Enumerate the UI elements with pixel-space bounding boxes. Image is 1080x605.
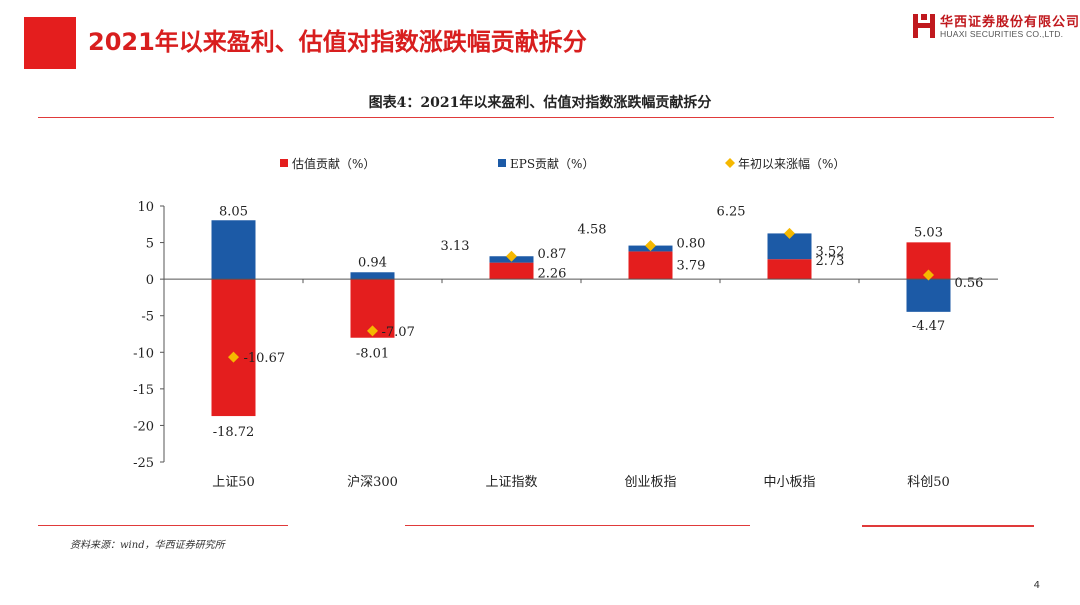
eps-label-0: 8.05 <box>219 204 248 219</box>
stacked-bar-chart: 估值贡献（%） EPS贡献（%） 年初以来涨幅（%） 10 5 0 -5 -10 -15 -20 -… <box>133 156 998 490</box>
category-label-3: 创业板指 <box>624 475 676 490</box>
caption-rule <box>38 117 1054 118</box>
y-tick-label-7: -25 <box>133 456 154 471</box>
page-number: 4 <box>1033 580 1040 591</box>
valuation-label-2: 2.26 <box>538 267 567 282</box>
category-label-4: 中小板指 <box>763 475 815 490</box>
return-marker-3 <box>645 240 656 252</box>
eps-label-2: 0.87 <box>538 247 567 262</box>
footer-rule-left <box>38 525 288 526</box>
footer-rule-mid <box>405 525 750 526</box>
category-label-1: 沪深300 <box>347 474 398 490</box>
eps-label-4: 3.52 <box>816 244 845 259</box>
category-label-2: 上证指数 <box>485 475 537 490</box>
return-label-4: 6.25 <box>717 204 746 219</box>
y-tick-label-5: -15 <box>133 383 154 398</box>
return-marker-0 <box>228 351 239 363</box>
footer-rule-right <box>862 525 1034 527</box>
return-label-1: -7.07 <box>382 325 415 340</box>
company-logo: 华西证券股份有限公司 HUAXI SECURITIES CO.,LTD. <box>912 10 1079 44</box>
return-label-5: 0.56 <box>955 276 984 291</box>
valuation-bar-2 <box>489 262 534 280</box>
legend-swatch-0 <box>280 159 288 167</box>
eps-label-5: -4.47 <box>912 319 945 334</box>
eps-label-1: 0.94 <box>358 255 387 270</box>
legend-swatch-2 <box>725 158 735 168</box>
source-note: 资料来源：wind，华西证券研究所 <box>70 540 225 551</box>
y-tick-label-0: 10 <box>137 200 154 215</box>
category-label-5: 科创50 <box>907 475 950 490</box>
logo-name-en: HUAXI SECURITIES CO.,LTD. <box>940 29 1064 39</box>
eps-label-3: 0.80 <box>677 237 706 252</box>
valuation-label-3: 3.79 <box>677 258 706 273</box>
legend-label-2: 年初以来涨幅（%） <box>738 156 845 171</box>
return-label-3: 4.58 <box>578 223 607 238</box>
return-marker-1 <box>367 325 378 337</box>
y-tick-label-3: -5 <box>141 310 154 325</box>
return-marker-5 <box>923 269 934 281</box>
legend-label-0: 估值贡献（%） <box>292 156 375 171</box>
legend-label-1: EPS贡献（%） <box>510 156 594 171</box>
eps-bar-1 <box>350 272 395 280</box>
y-tick-label-1: 5 <box>146 237 154 252</box>
return-marker-4 <box>784 227 795 239</box>
eps-bar-0 <box>211 220 256 280</box>
return-label-2: 3.13 <box>441 239 470 254</box>
category-label-0: 上证50 <box>212 475 255 490</box>
logo-name-cn: 华西证券股份有限公司 <box>940 15 1080 30</box>
valuation-label-5: 5.03 <box>914 225 943 240</box>
eps-bar-5 <box>906 279 951 312</box>
valuation-label-4: 2.73 <box>816 254 845 269</box>
return-label-0: -10.67 <box>244 351 286 366</box>
valuation-label-0: -18.72 <box>213 425 255 440</box>
valuation-label-1: -8.01 <box>356 347 389 362</box>
valuation-bar-3 <box>628 251 673 280</box>
y-tick-label-6: -20 <box>133 419 154 434</box>
slide-title: 2021年以来盈利、估值对指数涨跌幅贡献拆分 <box>88 28 587 56</box>
legend-swatch-1 <box>498 159 506 167</box>
return-marker-2 <box>506 250 517 262</box>
y-tick-label-2: 0 <box>146 273 154 288</box>
y-tick-label-4: -10 <box>133 346 154 361</box>
valuation-bar-0 <box>211 279 256 417</box>
huaxi-logo-icon <box>913 14 935 38</box>
valuation-bar-4 <box>767 259 812 280</box>
chart-caption: 图表4：2021年以来盈利、估值对指数涨跌幅贡献拆分 <box>368 95 712 111</box>
title-accent-block <box>24 17 76 69</box>
